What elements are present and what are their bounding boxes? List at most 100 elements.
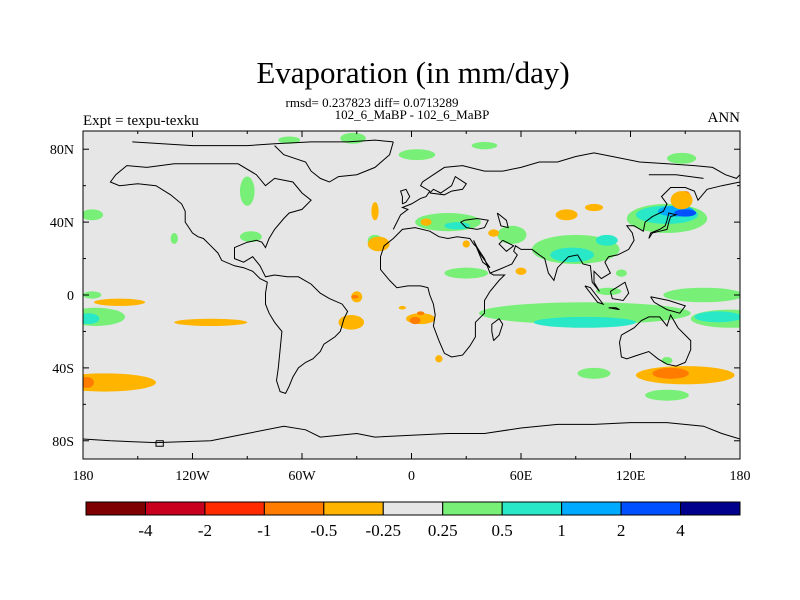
anomaly-region — [420, 218, 432, 226]
anomaly-region — [652, 367, 689, 379]
colorbar-swatch — [204, 501, 265, 516]
coastline — [83, 422, 740, 444]
anomaly-region — [667, 152, 697, 164]
coastline — [491, 317, 504, 341]
colorbar-label: -2 — [198, 521, 212, 540]
x-tick-label: 60W — [288, 469, 316, 484]
x-tick-label: 180 — [73, 469, 94, 484]
coastline — [648, 174, 704, 179]
colorbar-label: 0.5 — [492, 521, 513, 540]
anomaly-region — [670, 191, 693, 210]
coastline — [109, 163, 349, 395]
coastline — [132, 139, 394, 147]
anomaly-region — [83, 313, 100, 325]
coastline — [496, 212, 509, 229]
colorbar-swatch — [442, 501, 503, 516]
anomaly-region — [239, 176, 255, 206]
coastline — [380, 181, 740, 358]
x-tick-label: 120E — [616, 469, 646, 484]
anomaly-region — [488, 229, 500, 237]
anomaly-region — [615, 269, 627, 277]
coastline — [274, 141, 394, 183]
anomaly-region — [93, 298, 146, 306]
colorbar-swatch — [501, 501, 563, 516]
colorbar-label: 4 — [676, 521, 685, 540]
axis-layer: 180 120W 60W 0 60E 120E 180 80N 40N 0 40S 80S — [50, 131, 751, 484]
y-tick-label: 40N — [50, 216, 74, 231]
anomaly-region — [409, 316, 421, 325]
anomaly-region — [595, 287, 622, 295]
anomaly-region — [661, 356, 673, 365]
colorbar-label: 0.25 — [428, 521, 458, 540]
anomaly-region — [444, 222, 470, 230]
coastline — [459, 217, 489, 230]
anomaly-region — [239, 231, 262, 243]
anomaly-region — [674, 209, 697, 217]
anomaly-region — [515, 267, 527, 275]
anomaly-region — [170, 233, 178, 244]
colorbar-label: 2 — [617, 521, 626, 540]
anomaly-region — [555, 209, 578, 221]
anomaly-region — [584, 203, 604, 212]
colorbar-swatch — [620, 501, 682, 516]
colorbar-swatch — [323, 501, 384, 516]
anomaly-region — [479, 302, 691, 325]
anomaly-region — [550, 247, 594, 263]
chart-title: Evaporation (in mm/day) — [256, 55, 569, 90]
coastline-layer — [83, 139, 740, 447]
anomaly-region — [577, 367, 611, 379]
colorbar-label: 1 — [557, 521, 566, 540]
colorbar-label: -4 — [138, 521, 153, 540]
anomaly-region — [595, 234, 618, 246]
experiment-label: Expt = texpu-texku — [83, 113, 199, 129]
coastline — [609, 281, 630, 302]
colorbar-label: -0.25 — [366, 521, 401, 540]
anomaly-region — [371, 202, 379, 221]
x-tick-label: 180 — [730, 469, 751, 484]
colorbar-swatch — [85, 501, 146, 516]
anomaly-region — [497, 225, 527, 244]
anomaly-region — [471, 141, 498, 150]
x-tick-label: 0 — [408, 469, 415, 484]
y-tick-label: 0 — [67, 289, 74, 304]
anomaly-region — [398, 149, 436, 161]
anomaly-region — [83, 209, 104, 221]
anomaly-region — [416, 311, 425, 316]
colorbar-swatch — [561, 501, 622, 516]
coastline — [399, 188, 411, 205]
coastline — [392, 152, 740, 230]
anomaly-region — [663, 287, 740, 303]
anomaly-region — [83, 373, 156, 392]
coastline — [648, 212, 678, 239]
coastline — [155, 440, 164, 447]
x-tick-label: 60E — [510, 469, 533, 484]
anomaly-region — [694, 311, 740, 323]
anomaly-region — [367, 236, 390, 252]
y-tick-label: 40S — [52, 362, 74, 377]
coastline — [650, 296, 687, 314]
anomaly-region — [174, 318, 248, 326]
anomaly-region — [435, 355, 443, 363]
anomaly-region — [83, 377, 94, 388]
coastline — [473, 240, 491, 269]
coastline — [429, 175, 467, 196]
coastline — [584, 285, 605, 306]
chart-subtitle-cases: 102_6_MaBP - 102_6_MaBP — [335, 107, 490, 122]
anomaly-region — [351, 295, 359, 299]
y-tick-label: 80N — [50, 143, 74, 158]
colorbar: -4 -2 -1 -0.5 -0.25 0.25 0.5 1 2 4 — [85, 501, 741, 540]
colorbar-label: -0.5 — [310, 521, 337, 540]
anomaly-region — [398, 305, 407, 310]
anomaly-region — [645, 389, 689, 401]
colorbar-swatch — [263, 501, 325, 516]
anomaly-region — [83, 291, 102, 299]
anomaly-region — [338, 315, 365, 330]
map-plot-area — [83, 131, 740, 459]
colorbar-label: -1 — [257, 521, 271, 540]
coastline — [498, 239, 515, 252]
anomaly-region — [533, 316, 636, 328]
y-tick-label: 80S — [52, 435, 74, 450]
colorbar-swatch — [382, 501, 444, 516]
anomaly-region — [278, 136, 301, 144]
chart-subtitle-stats: rmsd= 0.237823 diff= 0.0713289 — [286, 95, 459, 110]
